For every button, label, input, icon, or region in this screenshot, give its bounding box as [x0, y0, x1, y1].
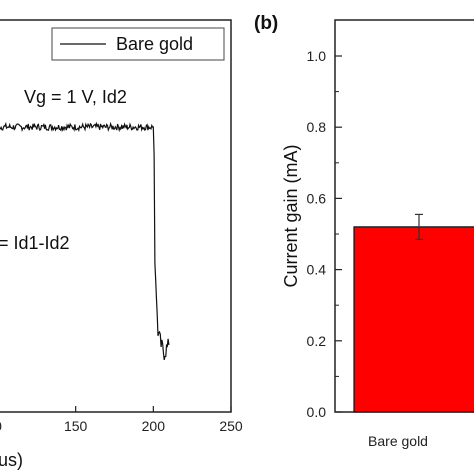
- bar-bare-gold: [353, 226, 474, 413]
- legend: Bare gold: [51, 27, 225, 61]
- current-gain-panel: (b) 0.0 0.2 0.4 0.6 0.8 1.0 Current gain (mA)…: [254, 13, 474, 449]
- y-axis-label-b: Current gain (mA): [281, 144, 301, 287]
- plot-frame-a: [0, 19, 232, 413]
- y-tick-label-b: 0.2: [307, 333, 327, 349]
- x-tick-label-b: Bare gold: [368, 433, 428, 449]
- panel-label-b: (b): [254, 13, 278, 34]
- legend-label: Bare gold: [116, 34, 193, 54]
- y-tick-label-b: 0.0: [307, 404, 327, 420]
- x-tick-label-a: 200: [142, 418, 166, 434]
- x-tick-label-a: 250: [219, 418, 243, 434]
- y-tick-label-b: 0.4: [307, 262, 327, 278]
- time-trace-panel: 0 150 200 250 us) Bare gold Vg = 1 V, Id2 =…: [0, 19, 243, 470]
- x-tick-label-a: 0: [0, 418, 2, 434]
- bare-gold-trace: [0, 121, 170, 361]
- x-axis-label-a: us): [0, 450, 23, 470]
- x-axis-a: 0 150 200 250: [0, 406, 243, 434]
- y-axis-b: 0.0 0.2 0.4 0.6 0.8 1.0: [307, 48, 399, 420]
- y-tick-label-b: 0.8: [307, 119, 327, 135]
- bars: [353, 213, 474, 413]
- annotation-difference: = Id1-Id2: [0, 233, 70, 253]
- y-tick-label-b: 1.0: [307, 48, 327, 64]
- x-tick-label-a: 150: [64, 418, 88, 434]
- annotation-vg: Vg = 1 V, Id2: [24, 87, 127, 107]
- y-tick-label-b: 0.6: [307, 190, 327, 206]
